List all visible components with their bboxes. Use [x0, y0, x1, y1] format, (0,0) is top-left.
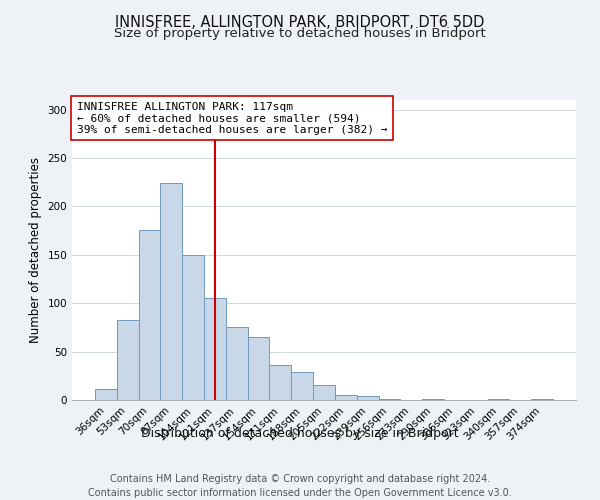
Bar — [422, 399, 444, 400]
Bar — [95, 390, 117, 400]
Text: INNISFREE ALLINGTON PARK: 117sqm
← 60% of detached houses are smaller (594)
39% : INNISFREE ALLINGTON PARK: 117sqm ← 60% o… — [77, 102, 388, 134]
Bar — [488, 399, 509, 400]
Bar — [291, 372, 313, 400]
Bar — [226, 328, 248, 400]
Bar — [248, 337, 269, 400]
Text: INNISFREE, ALLINGTON PARK, BRIDPORT, DT6 5DD: INNISFREE, ALLINGTON PARK, BRIDPORT, DT6… — [115, 15, 485, 30]
Bar — [313, 386, 335, 400]
Bar — [182, 255, 204, 400]
Bar — [117, 320, 139, 400]
Bar — [160, 183, 182, 400]
Bar — [357, 396, 379, 400]
Bar — [531, 399, 553, 400]
Bar — [139, 230, 160, 400]
Bar — [204, 298, 226, 400]
Bar — [335, 395, 357, 400]
Text: Size of property relative to detached houses in Bridport: Size of property relative to detached ho… — [114, 28, 486, 40]
Bar — [269, 365, 291, 400]
Text: Distribution of detached houses by size in Bridport: Distribution of detached houses by size … — [141, 428, 459, 440]
Text: Contains HM Land Registry data © Crown copyright and database right 2024.
Contai: Contains HM Land Registry data © Crown c… — [88, 474, 512, 498]
Bar — [379, 399, 400, 400]
Y-axis label: Number of detached properties: Number of detached properties — [29, 157, 42, 343]
